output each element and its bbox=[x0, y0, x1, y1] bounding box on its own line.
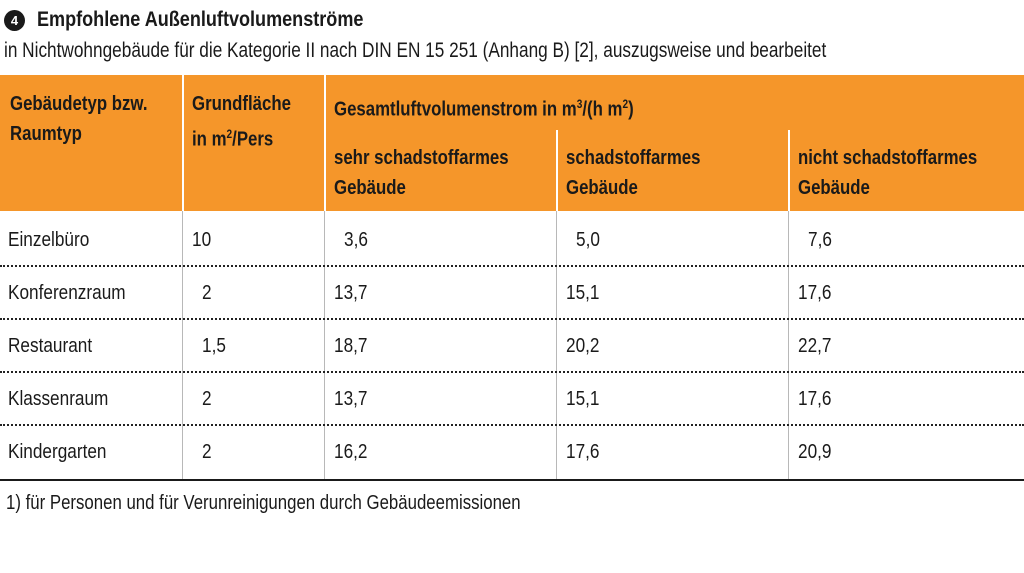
cell-typ: Konferenzraum bbox=[8, 282, 126, 304]
cell-flaeche: 10 bbox=[192, 229, 212, 251]
cell-sehr: 13,7 bbox=[334, 388, 368, 410]
cell-sehr: 16,2 bbox=[334, 441, 368, 463]
row-separator bbox=[0, 371, 1024, 373]
figure-number-badge: 4 bbox=[4, 9, 25, 31]
cell-typ: Restaurant bbox=[8, 335, 93, 357]
cell-sehr: 13,7 bbox=[334, 282, 368, 304]
cell-typ: Einzelbüro bbox=[8, 229, 90, 251]
cell-nicht: 20,9 bbox=[798, 441, 832, 463]
figure-title: Empfohlene Außenluftvolumenströme bbox=[37, 8, 364, 31]
header-divider bbox=[556, 130, 558, 211]
header-divider bbox=[182, 75, 184, 211]
header-col-typ: Gebäudetyp bzw. Raumtyp bbox=[10, 93, 148, 145]
table-footnote: 1) für Personen und für Verunreinigungen… bbox=[6, 492, 521, 514]
column-divider bbox=[788, 211, 789, 479]
cell-nicht: 22,7 bbox=[798, 335, 832, 357]
cell-arm: 15,1 bbox=[566, 282, 600, 304]
header-divider bbox=[324, 75, 326, 211]
row-separator bbox=[0, 265, 1024, 267]
cell-flaeche: 2 bbox=[202, 388, 212, 410]
cell-flaeche: 2 bbox=[202, 282, 212, 304]
row-separator bbox=[0, 318, 1024, 320]
figure-title-row: 4 Empfohlene Außenluftvolumenströme bbox=[4, 6, 417, 34]
header-col-flaeche: Grundfläche in m2/Pers bbox=[192, 93, 291, 151]
cell-nicht: 7,6 bbox=[808, 229, 832, 251]
header-col-nicht-schadstoffarm: nicht schadstoffarmes Gebäude bbox=[798, 147, 978, 199]
table-header: Gebäudetyp bzw. Raumtyp Grundfläche in m… bbox=[0, 75, 1024, 211]
cell-arm: 20,2 bbox=[566, 335, 600, 357]
header-col-schadstoffarm: schadstoffarmes Gebäude bbox=[566, 147, 701, 199]
cell-sehr: 3,6 bbox=[344, 229, 368, 251]
header-col-sehr-schadstoffarm: sehr schadstoffarmes Gebäude bbox=[334, 147, 509, 199]
figure-subtitle: in Nichtwohngebäude für die Kategorie II… bbox=[4, 39, 827, 62]
cell-sehr: 18,7 bbox=[334, 335, 368, 357]
column-divider bbox=[324, 211, 325, 479]
table-bottom-rule bbox=[0, 479, 1024, 481]
column-divider bbox=[556, 211, 557, 479]
header-group-luftvolumenstrom: Gesamtluftvolumenstrom in m3/(h m2) bbox=[334, 97, 634, 121]
cell-typ: Kindergarten bbox=[8, 441, 107, 463]
cell-flaeche: 1,5 bbox=[202, 335, 226, 357]
cell-arm: 15,1 bbox=[566, 388, 600, 410]
cell-flaeche: 2 bbox=[202, 441, 212, 463]
row-separator bbox=[0, 424, 1024, 426]
cell-typ: Klassenraum bbox=[8, 388, 109, 410]
cell-arm: 5,0 bbox=[576, 229, 600, 251]
header-divider bbox=[788, 130, 790, 211]
cell-nicht: 17,6 bbox=[798, 282, 832, 304]
cell-nicht: 17,6 bbox=[798, 388, 832, 410]
column-divider bbox=[182, 211, 183, 479]
cell-arm: 17,6 bbox=[566, 441, 600, 463]
